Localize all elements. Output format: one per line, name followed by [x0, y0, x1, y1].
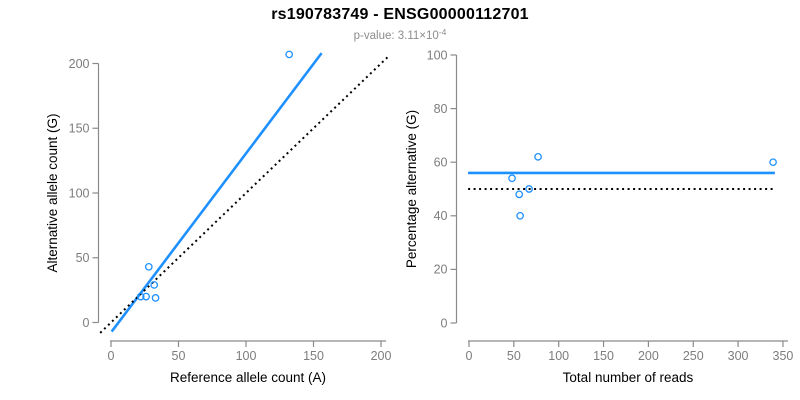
- page-title: rs190783749 - ENSG00000112701: [271, 6, 529, 23]
- data-point: [769, 158, 777, 167]
- y-tick-label: 100: [69, 186, 90, 200]
- identity-line: [99, 56, 389, 334]
- data-point: [525, 185, 533, 193]
- y-tick-label: 80: [434, 102, 448, 116]
- y-tick-label: 0: [441, 316, 448, 330]
- x-tick-label: 350: [773, 349, 794, 363]
- pvalue-exponent: -4: [438, 27, 447, 37]
- x-tick-label: 100: [236, 349, 257, 363]
- data-point: [516, 211, 524, 220]
- data-point: [534, 152, 542, 161]
- y-tick-label: 50: [76, 251, 90, 265]
- pvalue-mantissa: 3.11×10: [397, 30, 439, 42]
- x-tick-label: 300: [728, 349, 749, 363]
- x-tick-label: 50: [507, 349, 521, 363]
- pvalue-subtitle: p-value: 3.11×10-4: [0, 27, 800, 42]
- percentage-reads-scatter: 0 20 40 60 80 100 0 50 100 150 200 250 300 350 Total n…: [404, 48, 793, 385]
- y-axis-title: Alternative allele count (G): [45, 113, 60, 272]
- data-point: [515, 190, 524, 199]
- x-axis-title: Reference allele count (A): [170, 370, 326, 385]
- y-tick-label: 0: [83, 316, 90, 330]
- data-point: [144, 262, 153, 271]
- y-tick-label: 40: [434, 209, 448, 223]
- data-point: [136, 292, 145, 301]
- regression-fit: [110, 52, 323, 333]
- data-point: [150, 281, 159, 289]
- x-tick-label: 50: [172, 349, 186, 363]
- y-tick-label: 100: [427, 48, 448, 62]
- x-tick-label: 100: [548, 349, 569, 363]
- x-tick-label: 150: [303, 349, 324, 363]
- x-tick-label: 200: [638, 349, 659, 363]
- x-axis-title: Total number of reads: [563, 370, 694, 385]
- y-tick-label: 60: [434, 156, 448, 170]
- allele-count-scatter: 0 50 100 150 200 0 50 100 150 200 Reference allele…: [45, 50, 392, 385]
- x-tick-label: 250: [683, 349, 704, 363]
- pvalue-label: p-value:: [353, 30, 398, 42]
- x-tick-label: 150: [593, 349, 614, 363]
- data-point: [142, 292, 150, 301]
- x-tick-label: 0: [466, 349, 473, 363]
- x-tick-label: 200: [371, 349, 392, 363]
- y-tick-label: 150: [69, 122, 90, 136]
- data-point: [508, 174, 516, 183]
- x-tick-label: 0: [108, 349, 115, 363]
- data-point: [285, 50, 294, 59]
- y-tick-label: 200: [69, 57, 90, 71]
- y-axis-title: Percentage alternative (G): [404, 110, 419, 268]
- data-point: [151, 294, 160, 302]
- y-tick-label: 20: [434, 263, 448, 277]
